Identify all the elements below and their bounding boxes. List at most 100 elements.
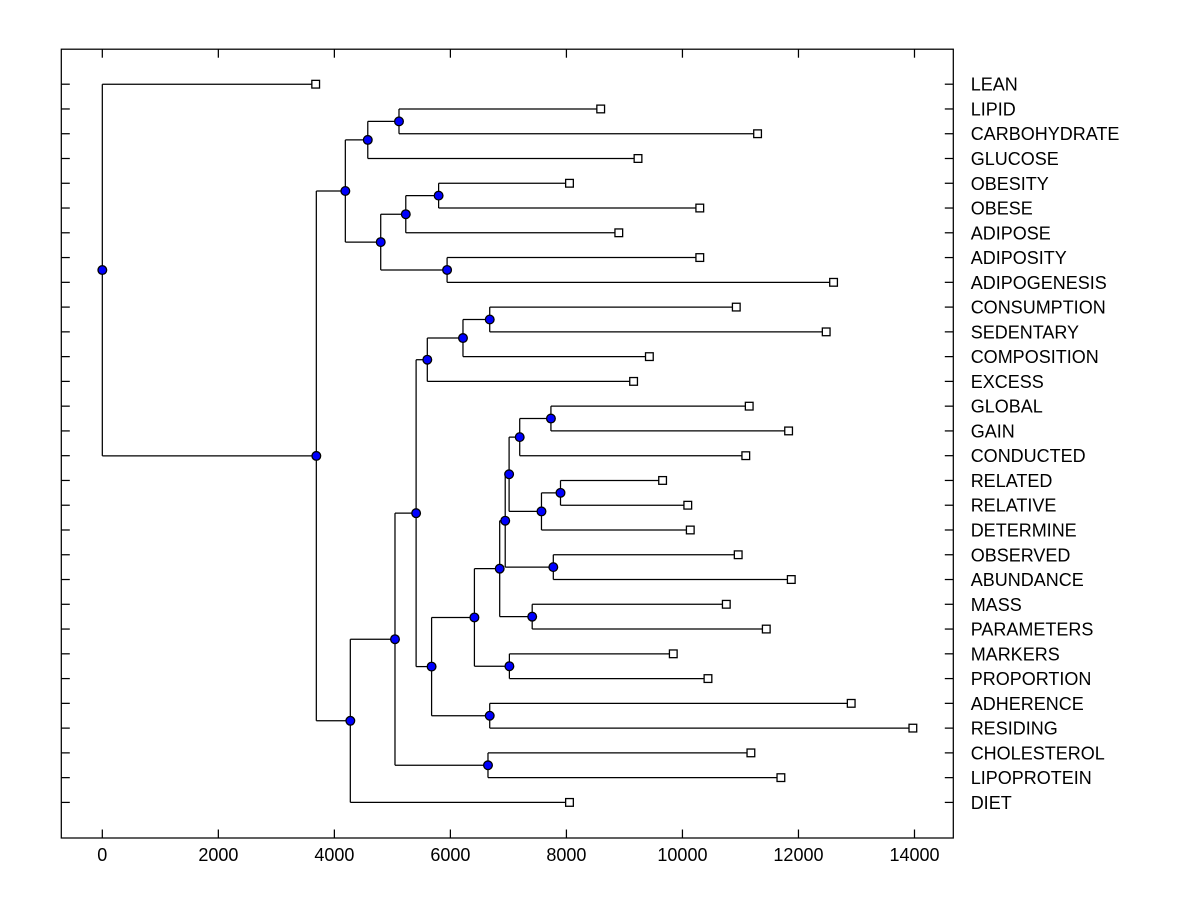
leaf-marker (695, 203, 705, 213)
x-axis-tick-label: 6000 (430, 845, 470, 865)
leaf-label: ADIPOGENESIS (971, 273, 1107, 293)
branch-node-marker (555, 487, 566, 498)
leaf-marker (786, 575, 796, 585)
leaf-marker (629, 376, 639, 386)
leaf-marker (685, 525, 695, 535)
branch-node-marker (311, 450, 322, 461)
leaf-label: MASS (971, 595, 1022, 615)
branch-node-marker (484, 314, 495, 325)
leaf-marker (596, 104, 606, 114)
leaf-label: LIPOPROTEIN (971, 768, 1092, 788)
leaf-marker (633, 153, 643, 163)
branch-node-marker (389, 634, 400, 645)
leaf-label: PROPORTION (971, 669, 1092, 689)
leaf-label: LIPID (971, 99, 1016, 119)
branch-node-marker (527, 611, 538, 622)
leaf-label: CONDUCTED (971, 446, 1086, 466)
branch-node-marker (545, 413, 556, 424)
leaf-marker (658, 475, 668, 485)
leaf-label: ADIPOSE (971, 223, 1051, 243)
x-axis-tick-label: 10000 (657, 845, 707, 865)
leaf-marker (311, 79, 321, 89)
branch-node-marker (400, 209, 411, 220)
leaf-marker (731, 302, 741, 312)
leaf-label: CHOLESTEROL (971, 743, 1105, 763)
plot-box (60, 48, 954, 839)
leaf-marker (746, 748, 756, 758)
leaf-label: PARAMETERS (971, 620, 1094, 640)
leaf-marker (753, 129, 763, 139)
branch-node-marker (345, 715, 356, 726)
branch-node-marker (536, 506, 547, 517)
leaf-label: OBSERVED (971, 545, 1071, 565)
branch-node-marker (457, 333, 468, 344)
branch-node-marker (504, 469, 515, 480)
leaf-marker (908, 723, 918, 733)
leaf-marker (829, 277, 839, 287)
leaf-marker (733, 550, 743, 560)
x-axis-tick-label: 4000 (314, 845, 354, 865)
leaf-marker (821, 327, 831, 337)
leaf-marker (744, 401, 754, 411)
leaf-marker (614, 228, 624, 238)
branch-node-marker (500, 515, 511, 526)
branch-node-marker (426, 661, 437, 672)
leaf-marker (721, 599, 731, 609)
branch-node-marker (340, 186, 351, 197)
leaf-label: RELATIVE (971, 496, 1057, 516)
leaf-label: RESIDING (971, 719, 1058, 739)
leaf-marker (644, 352, 654, 362)
leaf-marker (703, 674, 713, 684)
leaf-label: ADHERENCE (971, 694, 1084, 714)
leaf-marker (564, 178, 574, 188)
branch-node-marker (469, 612, 480, 623)
leaf-label: OBESITY (971, 174, 1049, 194)
leaf-label: DETERMINE (971, 520, 1077, 540)
x-axis-tick-label: 2000 (198, 845, 238, 865)
leaf-marker (668, 649, 678, 659)
x-axis-tick-label: 12000 (773, 845, 823, 865)
branch-node-marker (97, 265, 108, 276)
branch-node-marker (375, 237, 386, 248)
leaf-marker (741, 451, 751, 461)
branch-node-marker (442, 264, 453, 275)
branch-node-marker (411, 508, 422, 519)
x-axis-tick-label: 0 (97, 845, 107, 865)
branch-node-marker (393, 116, 404, 127)
node-markers-layer (97, 79, 918, 807)
leaf-label: CARBOHYDRATE (971, 124, 1120, 144)
leaf-label: RELATED (971, 471, 1053, 491)
leaf-label: CONSUMPTION (971, 298, 1106, 318)
branch-node-marker (484, 710, 495, 721)
branch-node-marker (548, 562, 559, 573)
leaf-label: OBESE (971, 199, 1033, 219)
leaf-marker (776, 773, 786, 783)
branch-node-marker (422, 354, 433, 365)
labels-layer: 0 2000 4000 6000 8000 10000 12000 14000 LEAN LIPI… (97, 75, 1119, 865)
leaf-label: GLUCOSE (971, 149, 1059, 169)
leaf-label: EXCESS (971, 372, 1044, 392)
leaf-marker (564, 797, 574, 807)
axes-layer (60, 48, 954, 839)
leaf-marker (683, 500, 693, 510)
x-axis-tick-label: 14000 (889, 845, 939, 865)
leaf-label: GLOBAL (971, 397, 1043, 417)
leaf-label: COMPOSITION (971, 347, 1099, 367)
leaf-label: DIET (971, 793, 1012, 813)
branch-node-marker (514, 432, 525, 443)
leaf-label: LEAN (971, 75, 1018, 95)
leaf-marker (761, 624, 771, 634)
leaf-marker (695, 253, 705, 263)
branch-lines-layer (101, 83, 913, 804)
leaf-label: GAIN (971, 421, 1015, 441)
branch-node-marker (504, 661, 515, 672)
branch-node-marker (433, 190, 444, 201)
x-axis-tick-label: 8000 (546, 845, 586, 865)
leaf-label: ABUNDANCE (971, 570, 1084, 590)
leaf-label: ADIPOSITY (971, 248, 1067, 268)
leaf-label: MARKERS (971, 644, 1060, 664)
branch-node-marker (362, 134, 373, 145)
leaf-marker (784, 426, 794, 436)
